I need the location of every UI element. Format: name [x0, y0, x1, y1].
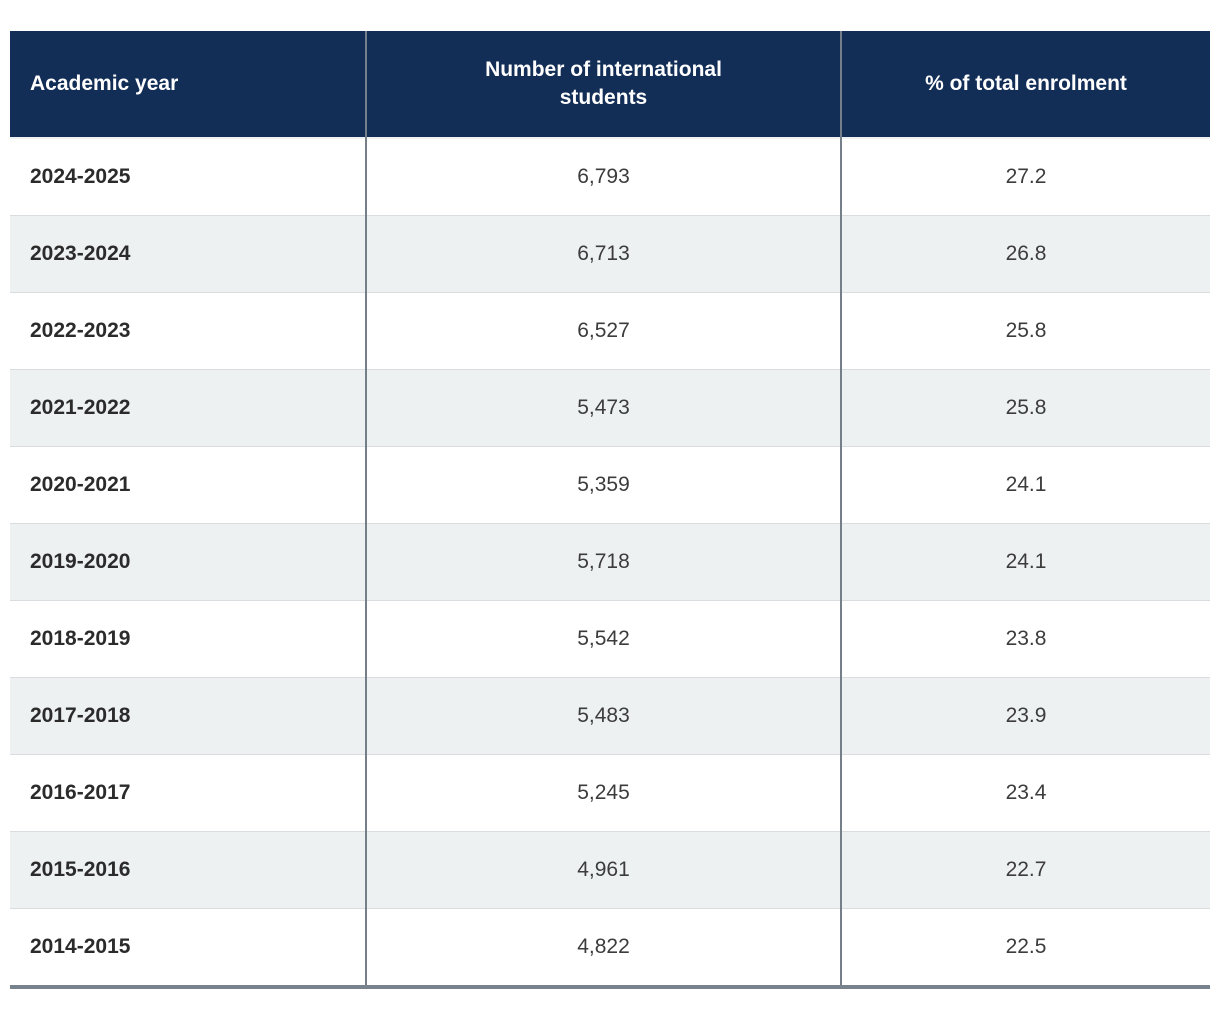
year-cell: 2015-2016 — [10, 831, 367, 909]
pct-cell: 22.7 — [841, 831, 1210, 909]
table-row: 2024-2025 6,793 27.2 — [10, 137, 1210, 216]
year-cell: 2019-2020 — [10, 523, 367, 601]
students-cell: 5,359 — [366, 446, 842, 524]
table-row: 2021-2022 5,473 25.8 — [10, 369, 1210, 447]
year-cell: 2016-2017 — [10, 754, 367, 832]
year-cell: 2017-2018 — [10, 677, 367, 755]
table-row: 2020-2021 5,359 24.1 — [10, 446, 1210, 524]
table-body: 2024-2025 6,793 27.2 2023-2024 6,713 26.… — [10, 137, 1210, 987]
students-cell: 5,245 — [366, 754, 842, 832]
students-cell: 4,822 — [366, 908, 842, 987]
students-cell: 6,793 — [366, 137, 842, 216]
students-cell: 6,713 — [366, 215, 842, 293]
table-row: 2017-2018 5,483 23.9 — [10, 677, 1210, 755]
year-cell: 2024-2025 — [10, 137, 367, 216]
students-cell: 5,473 — [366, 369, 842, 447]
col-header-international-students-label: Number of international students — [485, 57, 722, 109]
pct-cell: 23.4 — [841, 754, 1210, 832]
pct-cell: 25.8 — [841, 292, 1210, 370]
table-row: 2015-2016 4,961 22.7 — [10, 831, 1210, 909]
col-header-pct-enrolment: % of total enrolment — [841, 31, 1210, 138]
col-header-pct-enrolment-label: % of total enrolment — [925, 71, 1127, 95]
pct-cell: 22.5 — [841, 908, 1210, 987]
pct-cell: 26.8 — [841, 215, 1210, 293]
col-header-academic-year: Academic year — [10, 31, 367, 138]
year-cell: 2022-2023 — [10, 292, 367, 370]
table-row: 2022-2023 6,527 25.8 — [10, 292, 1210, 370]
pct-cell: 25.8 — [841, 369, 1210, 447]
enrolment-table-container: Academic year Number of international st… — [10, 31, 1210, 989]
table-header: Academic year Number of international st… — [10, 31, 1210, 138]
pct-cell: 24.1 — [841, 523, 1210, 601]
year-cell: 2020-2021 — [10, 446, 367, 524]
year-cell: 2023-2024 — [10, 215, 367, 293]
year-cell: 2014-2015 — [10, 908, 367, 987]
year-cell: 2018-2019 — [10, 600, 367, 678]
table-row: 2023-2024 6,713 26.8 — [10, 215, 1210, 293]
pct-cell: 23.9 — [841, 677, 1210, 755]
students-cell: 5,718 — [366, 523, 842, 601]
enrolment-table: Academic year Number of international st… — [10, 31, 1210, 989]
year-cell: 2021-2022 — [10, 369, 367, 447]
pct-cell: 27.2 — [841, 137, 1210, 216]
students-cell: 6,527 — [366, 292, 842, 370]
table-row: 2014-2015 4,822 22.5 — [10, 908, 1210, 987]
table-row: 2019-2020 5,718 24.1 — [10, 523, 1210, 601]
col-header-academic-year-label: Academic year — [30, 71, 179, 95]
table-row: 2018-2019 5,542 23.8 — [10, 600, 1210, 678]
students-cell: 4,961 — [366, 831, 842, 909]
pct-cell: 23.8 — [841, 600, 1210, 678]
students-cell: 5,483 — [366, 677, 842, 755]
table-row: 2016-2017 5,245 23.4 — [10, 754, 1210, 832]
students-cell: 5,542 — [366, 600, 842, 678]
header-row: Academic year Number of international st… — [10, 31, 1210, 138]
pct-cell: 24.1 — [841, 446, 1210, 524]
col-header-international-students: Number of international students — [366, 31, 842, 138]
